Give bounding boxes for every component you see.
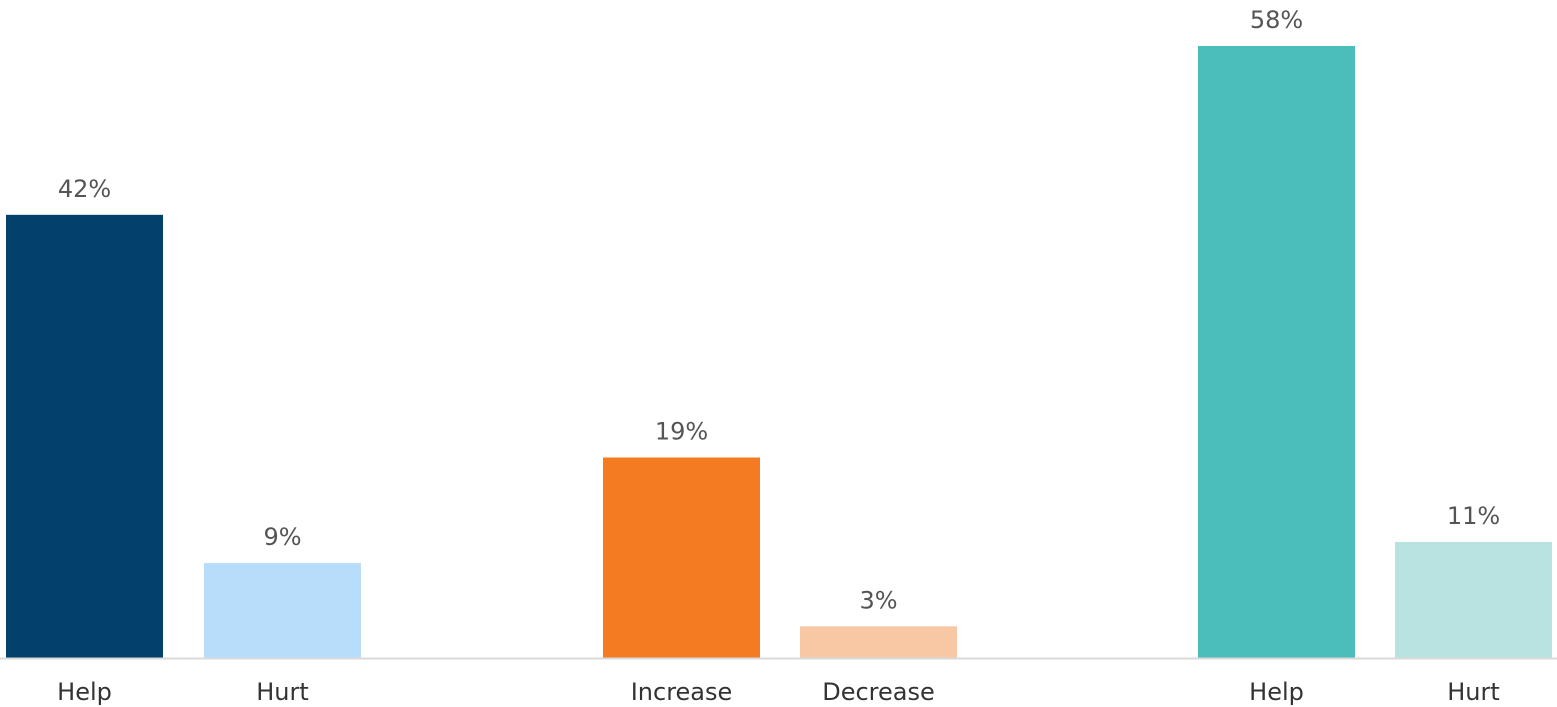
bar-increase-3 xyxy=(603,457,760,658)
category-label-3: Increase xyxy=(631,678,733,706)
value-label-3: 19% xyxy=(655,418,708,446)
bar-hurt-2 xyxy=(204,563,361,658)
value-label-4: 3% xyxy=(859,586,897,614)
category-label-2: Hurt xyxy=(256,678,309,706)
value-label-2: 9% xyxy=(263,523,301,551)
bar-hurt-6 xyxy=(1395,541,1552,658)
category-label-4: Decrease xyxy=(822,678,935,706)
category-label-1: Help xyxy=(57,678,112,706)
value-labels-group: 42% 9% 19% 3% 58% 11% xyxy=(58,6,1500,614)
bar-help-5 xyxy=(1198,46,1355,658)
category-label-6: Hurt xyxy=(1447,678,1500,706)
bars-group xyxy=(6,46,1552,659)
bar-decrease-4 xyxy=(800,626,957,658)
value-label-5: 58% xyxy=(1250,6,1303,34)
value-label-6: 11% xyxy=(1447,502,1500,530)
category-label-5: Help xyxy=(1249,678,1304,706)
category-labels-group: Help Hurt Increase Decrease Help Hurt xyxy=(57,678,1500,706)
value-label-1: 42% xyxy=(58,175,111,203)
bar-help-1 xyxy=(6,214,163,659)
